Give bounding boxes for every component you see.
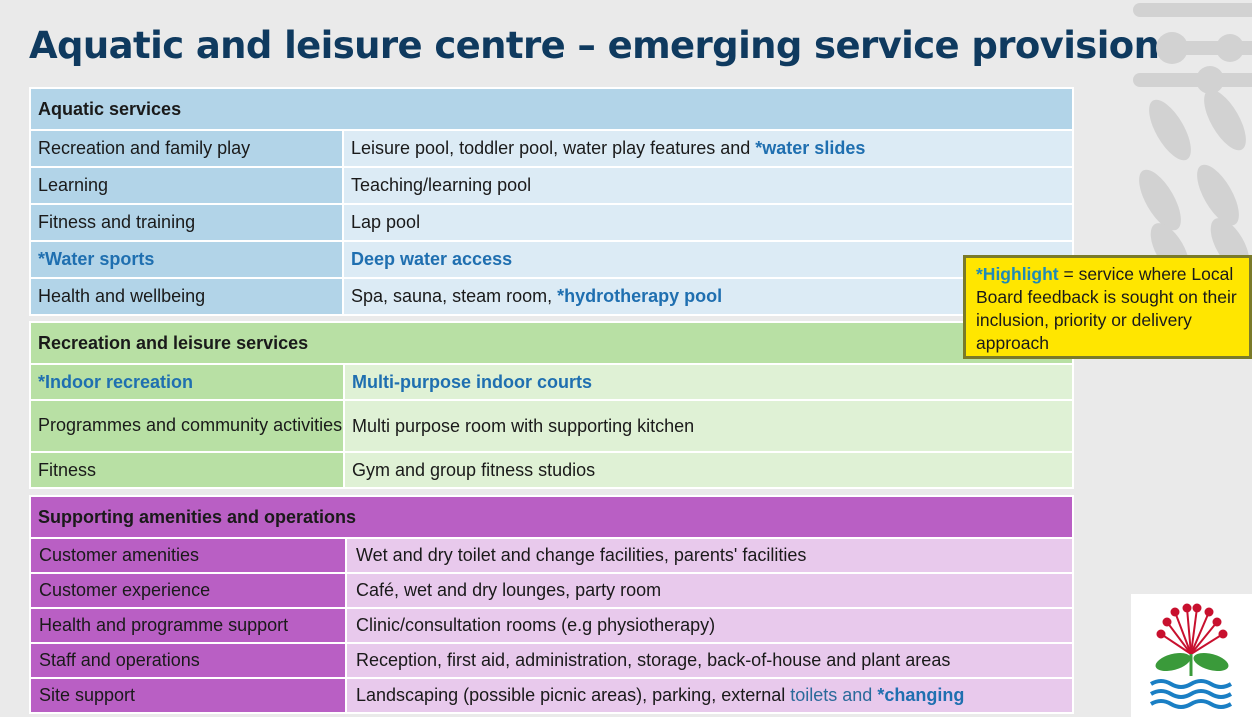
row-label: Fitness and training [31, 205, 344, 240]
supporting-amenities-table: Supporting amenities and operations Cust… [29, 495, 1074, 714]
table-row: Programmes and community activities Mult… [29, 401, 1074, 453]
row-value: Wet and dry toilet and change facilities… [347, 539, 1072, 572]
row-value: Leisure pool, toddler pool, water play f… [344, 131, 1072, 166]
row-label: Learning [31, 168, 344, 203]
row-label: Health and wellbeing [31, 279, 344, 314]
row-label: Programmes and community activities [31, 401, 345, 451]
recreation-services-table: Recreation and leisure services *Indoor … [29, 321, 1074, 489]
table-row: Customer amenities Wet and dry toilet an… [29, 539, 1074, 574]
aquatic-services-table: Aquatic services Recreation and family p… [29, 87, 1074, 316]
row-label: Health and programme support [31, 609, 347, 642]
table-row: *Indoor recreation Multi-purpose indoor … [29, 365, 1074, 401]
highlight-key: *Highlight [976, 264, 1059, 284]
row-label: *Water sports [31, 242, 344, 277]
row-label: Site support [31, 679, 347, 712]
table-row: Staff and operations Reception, first ai… [29, 644, 1074, 679]
row-value: Landscaping (possible picnic areas), par… [347, 679, 1072, 712]
row-value: Spa, sauna, steam room, *hydrotherapy po… [344, 279, 1072, 314]
row-value: Multi purpose room with supporting kitch… [345, 401, 1072, 451]
highlight-description: = service where Local Board feedback is … [976, 264, 1237, 353]
section-heading: Aquatic services [29, 87, 1074, 131]
row-label: Customer experience [31, 574, 347, 607]
table-row: Learning Teaching/learning pool [29, 168, 1074, 205]
highlight-legend-callout: *Highlight = service where Local Board f… [963, 255, 1252, 359]
row-value: Multi-purpose indoor courts [345, 365, 1072, 399]
row-value: Clinic/consultation rooms (e.g physiothe… [347, 609, 1072, 642]
row-value: Gym and group fitness studios [345, 453, 1072, 487]
table-row: Fitness and training Lap pool [29, 205, 1074, 242]
table-row: Health and programme support Clinic/cons… [29, 609, 1074, 644]
row-label: Recreation and family play [31, 131, 344, 166]
section-heading: Supporting amenities and operations [29, 495, 1074, 539]
row-value: Café, wet and dry lounges, party room [347, 574, 1072, 607]
row-label: *Indoor recreation [31, 365, 345, 399]
row-value: Teaching/learning pool [344, 168, 1072, 203]
table-row: Recreation and family play Leisure pool,… [29, 131, 1074, 168]
section-heading: Recreation and leisure services [29, 321, 1074, 365]
row-label: Customer amenities [31, 539, 347, 572]
row-value: Lap pool [344, 205, 1072, 240]
page-title: Aquatic and leisure centre – emerging se… [29, 24, 1160, 67]
row-value: Deep water access [344, 242, 1072, 277]
row-label: Staff and operations [31, 644, 347, 677]
table-row: Customer experience Café, wet and dry lo… [29, 574, 1074, 609]
table-row: Fitness Gym and group fitness studios [29, 453, 1074, 489]
auckland-council-logo-icon [1131, 594, 1252, 717]
table-row: *Water sports Deep water access [29, 242, 1074, 279]
table-row: Health and wellbeing Spa, sauna, steam r… [29, 279, 1074, 316]
row-label: Fitness [31, 453, 345, 487]
row-value: Reception, first aid, administration, st… [347, 644, 1072, 677]
table-row: Site support Landscaping (possible picni… [29, 679, 1074, 714]
